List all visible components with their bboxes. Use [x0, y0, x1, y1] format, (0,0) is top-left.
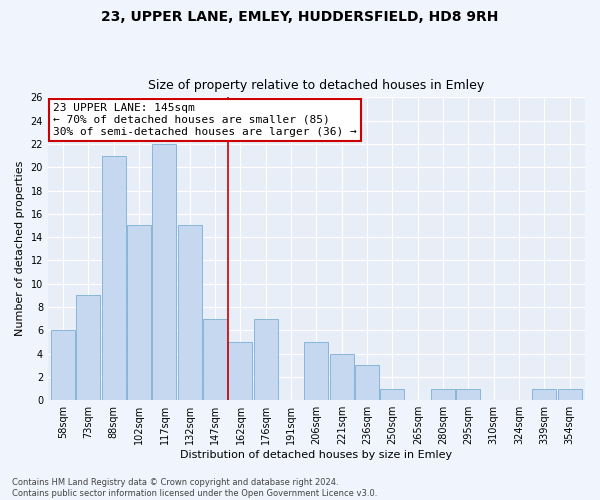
Bar: [532, 388, 556, 400]
Bar: [457, 388, 481, 400]
Text: Contains HM Land Registry data © Crown copyright and database right 2024.
Contai: Contains HM Land Registry data © Crown c…: [12, 478, 377, 498]
Bar: [127, 226, 151, 400]
Bar: [102, 156, 126, 400]
Bar: [304, 342, 328, 400]
Bar: [330, 354, 354, 400]
Bar: [380, 388, 404, 400]
Bar: [254, 318, 278, 400]
Bar: [152, 144, 176, 400]
Text: 23, UPPER LANE, EMLEY, HUDDERSFIELD, HD8 9RH: 23, UPPER LANE, EMLEY, HUDDERSFIELD, HD8…: [101, 10, 499, 24]
Bar: [178, 226, 202, 400]
Bar: [76, 296, 100, 400]
X-axis label: Distribution of detached houses by size in Emley: Distribution of detached houses by size …: [181, 450, 452, 460]
Bar: [51, 330, 75, 400]
Bar: [355, 366, 379, 400]
Bar: [431, 388, 455, 400]
Text: 23 UPPER LANE: 145sqm
← 70% of detached houses are smaller (85)
30% of semi-deta: 23 UPPER LANE: 145sqm ← 70% of detached …: [53, 104, 357, 136]
Title: Size of property relative to detached houses in Emley: Size of property relative to detached ho…: [148, 79, 485, 92]
Bar: [558, 388, 582, 400]
Y-axis label: Number of detached properties: Number of detached properties: [15, 161, 25, 336]
Bar: [229, 342, 253, 400]
Bar: [203, 318, 227, 400]
